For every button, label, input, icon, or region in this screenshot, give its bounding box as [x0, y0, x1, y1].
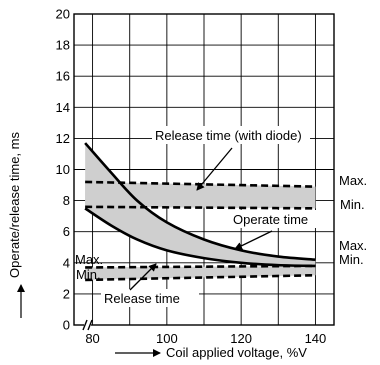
release-diode-label: Release time (with diode) — [155, 128, 302, 143]
axis-break-mark-1 — [82, 319, 88, 331]
series-line-3 — [85, 205, 316, 210]
diode-max-label: Max. — [339, 173, 367, 188]
annotations: Release time (with diode) Operate time R… — [75, 126, 367, 307]
y-tick-2: 2 — [63, 286, 70, 301]
x-tick-120: 120 — [230, 331, 252, 346]
y-tick-10: 10 — [56, 162, 70, 177]
y-axis-label: Operate/release time, ms — [7, 132, 22, 278]
release-min-label: Min. — [76, 267, 101, 282]
x-tick-80: 80 — [85, 331, 99, 346]
series-line-4 — [85, 264, 316, 269]
tick-labels: 0 2 4 6 8 10 12 14 16 18 20 80 100 120 140 — [56, 7, 327, 347]
y-tick-4: 4 — [63, 255, 70, 270]
operate-pointer — [234, 230, 273, 250]
release-diode-label-bg — [152, 126, 310, 144]
axis-break-mark-2 — [87, 319, 93, 331]
series-line-5 — [85, 273, 316, 282]
y-tick-14: 14 — [56, 100, 70, 115]
series-line-0 — [84, 142, 316, 261]
y-tick-0: 0 — [63, 318, 70, 333]
release-diode-pointer — [196, 147, 233, 191]
x-axis-label: Coil applied voltage, %V — [166, 345, 307, 360]
y-tick-8: 8 — [63, 193, 70, 208]
y-tick-18: 18 — [56, 38, 70, 53]
x-tick-140: 140 — [305, 331, 327, 346]
axis-break-gap — [84, 319, 91, 331]
release-label-bg — [101, 289, 199, 307]
y-tick-12: 12 — [56, 131, 70, 146]
release-pointer — [129, 263, 157, 291]
series-layer — [84, 142, 316, 282]
band-0 — [85, 143, 316, 266]
release-max-label: Max. — [75, 252, 103, 267]
axes — [73, 13, 335, 331]
operate-max-label: Max. — [339, 238, 367, 253]
y-tick-20: 20 — [56, 7, 70, 22]
release-label: Release time — [104, 291, 180, 306]
operate-min-label: Min. — [339, 252, 364, 267]
y-tick-16: 16 — [56, 69, 70, 84]
x-tick-100: 100 — [156, 331, 178, 346]
plot-frame — [73, 13, 335, 326]
diode-min-label: Min. — [340, 197, 365, 212]
y-tick-6: 6 — [63, 224, 70, 239]
band-1 — [85, 181, 316, 209]
operate-label: Operate time — [233, 212, 308, 227]
operate-label-bg — [230, 210, 326, 228]
